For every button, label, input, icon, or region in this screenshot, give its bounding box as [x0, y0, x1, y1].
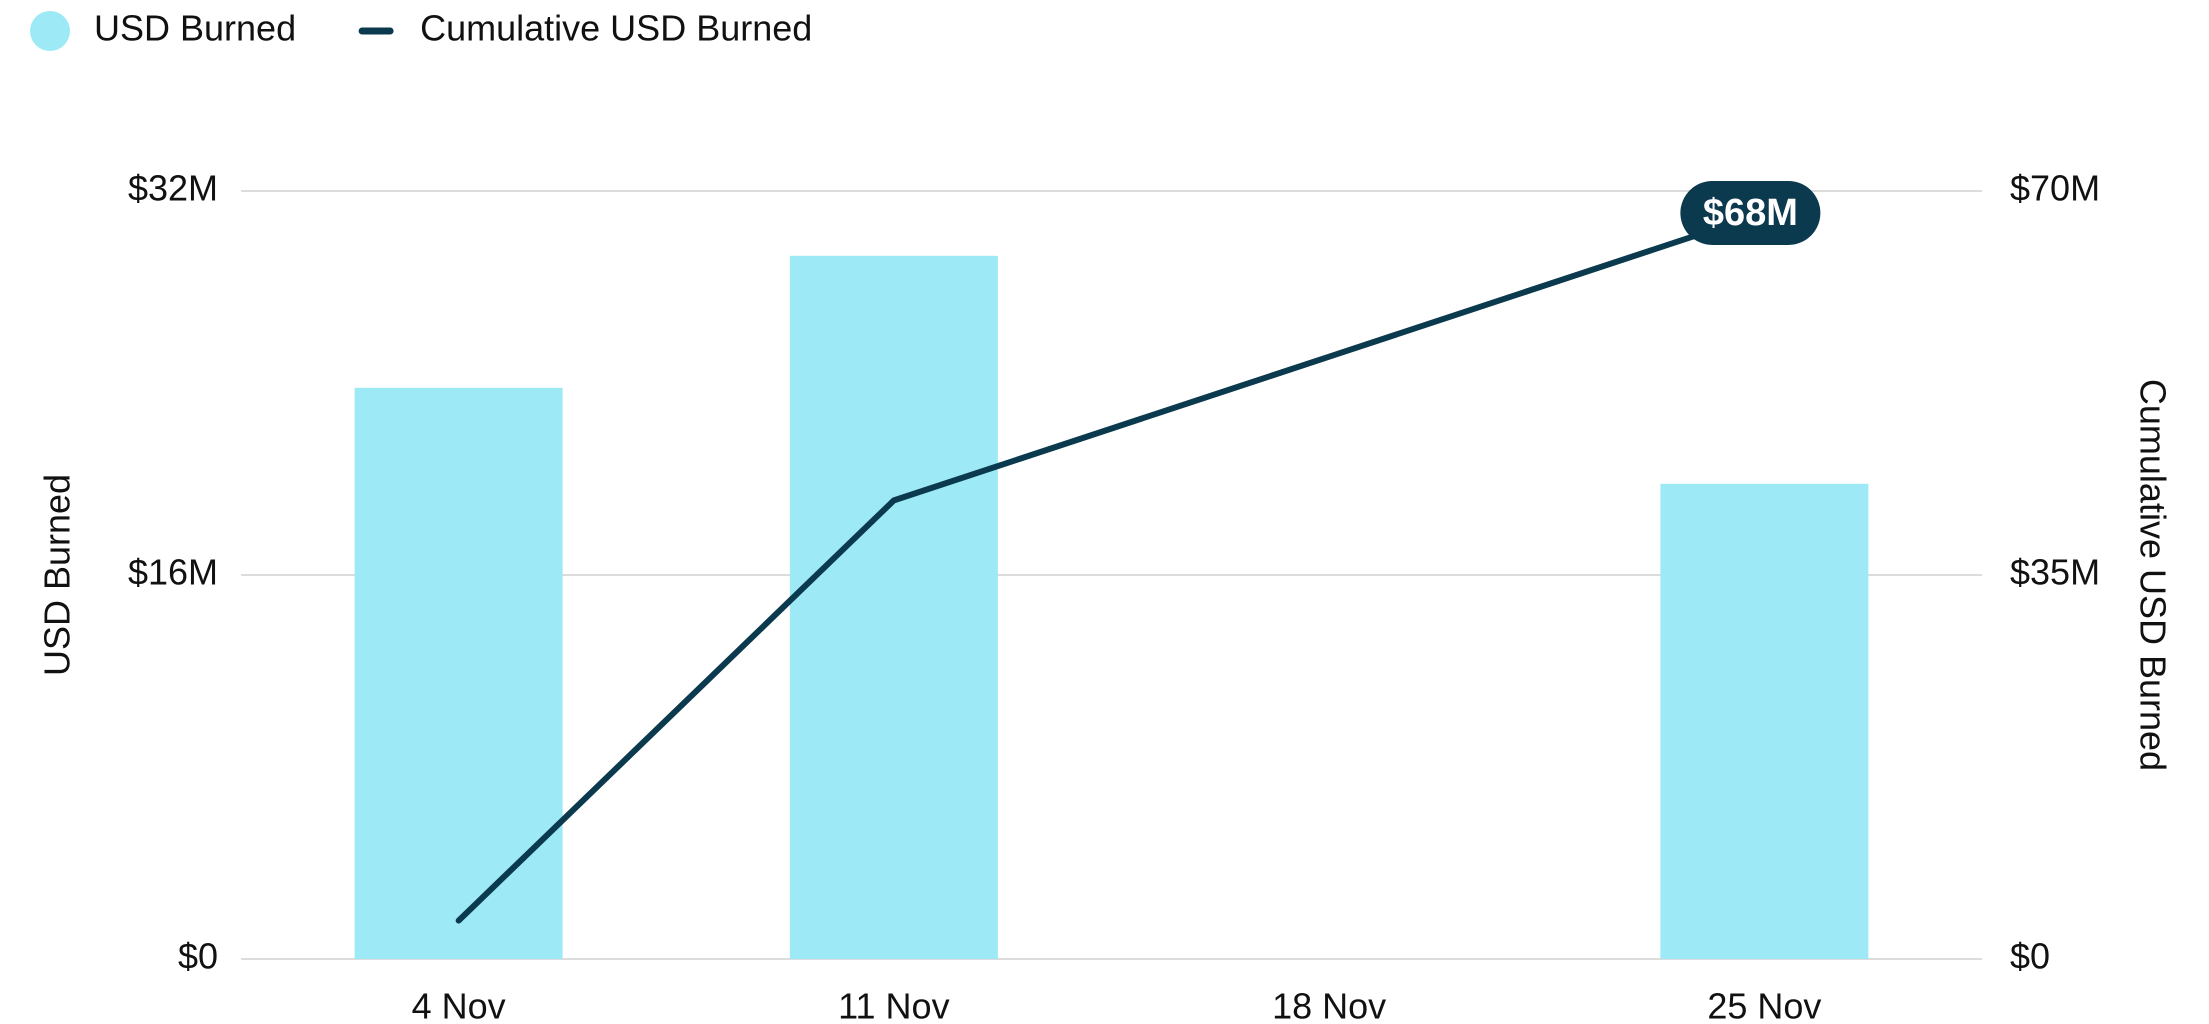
x-tick-label: 11 Nov — [838, 986, 949, 1024]
bar — [789, 255, 998, 960]
y2-tick-label: $35M — [2010, 552, 2100, 593]
y-tick-label: $0 — [178, 936, 218, 977]
y-tick-label: $32M — [128, 168, 218, 209]
x-tick-label: 18 Nov — [1272, 986, 1386, 1024]
x-tick-label: 25 Nov — [1707, 986, 1821, 1024]
y-tick-label: $16M — [128, 552, 218, 593]
bar — [1660, 483, 1869, 959]
legend-swatch — [30, 11, 70, 51]
y2-tick-label: $0 — [2010, 936, 2050, 977]
x-tick-label: 4 Nov — [412, 986, 506, 1024]
value-label: $68M — [1703, 192, 1798, 234]
y-axis-title: USD Burned — [37, 474, 78, 676]
legend-label: Cumulative USD Burned — [420, 8, 812, 49]
y2-tick-label: $70M — [2010, 168, 2100, 209]
y2-axis-title: Cumulative USD Burned — [2132, 379, 2173, 771]
bar — [354, 387, 563, 959]
value-label-bg — [1680, 180, 1821, 245]
legend-label: USD Burned — [94, 8, 296, 49]
line — [455, 209, 1768, 924]
